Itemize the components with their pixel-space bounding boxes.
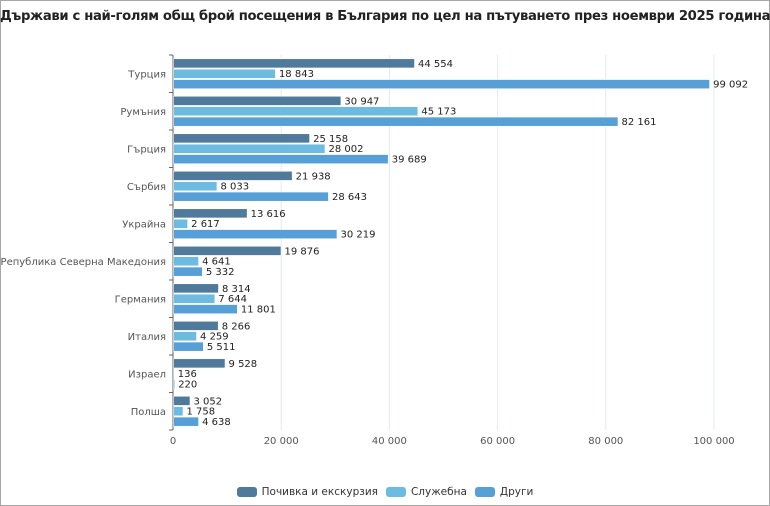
data-label: 18 843 [279, 69, 314, 80]
legend-swatch-icon [385, 487, 406, 497]
bar-business[interactable] [173, 106, 419, 117]
data-label: 8 266 [222, 321, 251, 332]
x-tick-label: 40 000 [372, 436, 407, 447]
data-label: 39 689 [392, 155, 427, 166]
data-label: 4 259 [200, 332, 229, 343]
data-label: 8 314 [222, 284, 251, 295]
data-label: 136 [178, 369, 197, 380]
legend-item[interactable]: Почивка и екскурзия [236, 486, 378, 498]
data-label: 28 643 [332, 192, 367, 203]
bar-other[interactable] [173, 154, 389, 165]
bar-leisure[interactable] [173, 358, 226, 369]
bar-other[interactable] [173, 191, 329, 202]
bar-other[interactable] [173, 379, 175, 390]
bar-business[interactable] [173, 368, 175, 379]
data-label: 7 644 [218, 294, 247, 305]
bar-leisure[interactable] [173, 208, 248, 219]
category-label: Италия [128, 332, 166, 343]
data-label: 5 332 [206, 267, 235, 278]
category-label: Германия [115, 294, 166, 305]
x-tick-label: 60 000 [480, 436, 515, 447]
category-label: Полша [131, 407, 166, 418]
bars [173, 58, 710, 427]
data-label: 13 616 [251, 209, 286, 220]
category-label: Израел [128, 369, 166, 380]
bar-other[interactable] [173, 416, 199, 427]
legend-label: Служебна [410, 486, 467, 498]
category-label: Украйна [122, 219, 166, 230]
bar-business[interactable] [173, 143, 326, 154]
data-label: 44 554 [418, 59, 453, 70]
bar-leisure[interactable] [173, 95, 342, 106]
data-label: 5 511 [207, 342, 236, 353]
x-tick-label: 0 [170, 436, 176, 447]
bar-business[interactable] [173, 293, 216, 304]
category-label: Турция [127, 69, 166, 80]
data-label: 25 158 [313, 134, 348, 145]
bar-business[interactable] [173, 406, 184, 417]
bar-business[interactable] [173, 181, 218, 192]
bar-business[interactable] [173, 68, 276, 79]
data-label: 4 641 [202, 257, 231, 268]
bar-leisure[interactable] [173, 320, 219, 331]
bar-business[interactable] [173, 256, 199, 267]
x-tick-label: 80 000 [588, 436, 623, 447]
data-label: 28 002 [328, 144, 363, 155]
data-label: 8 033 [220, 182, 249, 193]
bar-leisure[interactable] [173, 170, 293, 181]
bar-other[interactable] [173, 341, 204, 352]
category-label: Румъния [120, 107, 166, 118]
data-label: 2 617 [191, 219, 220, 230]
bar-leisure[interactable] [173, 395, 191, 406]
data-label: 220 [178, 380, 197, 391]
data-label: 4 638 [202, 417, 231, 428]
bar-leisure[interactable] [173, 133, 310, 144]
data-label: 1 758 [187, 407, 216, 418]
bar-other[interactable] [173, 266, 203, 277]
bar-leisure[interactable] [173, 58, 415, 69]
data-label: 30 947 [344, 96, 379, 107]
data-label: 21 938 [296, 171, 331, 182]
x-tick-label: 20 000 [264, 436, 299, 447]
category-label: Сърбия [127, 182, 166, 193]
legend: Почивка и екскурзия Служебна Други [0, 486, 770, 500]
data-label: 30 219 [340, 230, 375, 241]
axes: 0 20 000 40 000 60 000 80 000 100 000 Турция Ру… [1, 54, 735, 447]
data-label: 45 173 [421, 107, 456, 118]
data-label: 11 801 [241, 305, 276, 316]
bar-business[interactable] [173, 218, 188, 229]
bar-other[interactable] [173, 304, 238, 315]
data-label: 82 161 [621, 117, 656, 128]
x-tick-label: 100 000 [693, 436, 734, 447]
category-label: Гърция [127, 144, 166, 155]
bar-business[interactable] [173, 331, 197, 342]
category-label: Република Северна Македония [1, 257, 166, 268]
legend-label: Други [499, 486, 534, 498]
legend-item[interactable]: Служебна [385, 486, 467, 498]
bar-leisure[interactable] [173, 245, 282, 256]
data-label: 3 052 [194, 396, 223, 407]
data-label: 99 092 [713, 80, 748, 91]
bar-other[interactable] [173, 229, 338, 240]
legend-swatch-icon [474, 487, 495, 497]
legend-label: Почивка и екскурзия [261, 486, 378, 498]
legend-item[interactable]: Други [474, 486, 534, 498]
bar-other[interactable] [173, 116, 619, 127]
bar-leisure[interactable] [173, 283, 219, 294]
chart-title: Държави с най-голям общ брой посещения в… [0, 9, 770, 24]
data-labels: 44 554 30 947 25 158 21 938 13 616 19 876 8 31… [178, 59, 748, 428]
data-label: 9 528 [229, 359, 258, 370]
bar-other[interactable] [173, 79, 710, 90]
legend-swatch-icon [236, 487, 257, 497]
data-label: 19 876 [285, 246, 320, 257]
